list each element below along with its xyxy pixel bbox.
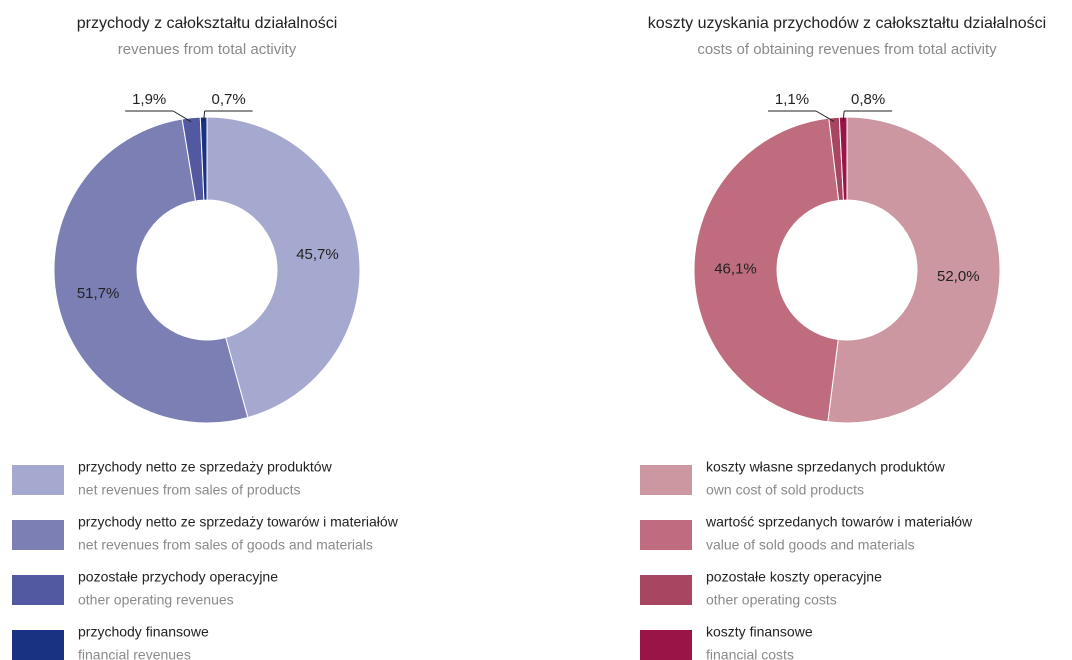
legend-label-en: other operating revenues [78,592,234,608]
leader-line [172,110,192,123]
value-label: 1,9% [132,91,166,108]
legend-label: wartość sprzedanych towarów i materiałów [705,514,973,530]
donut-slice [827,116,1001,424]
donut-slice [199,116,208,201]
legend-label: pozostałe przychody operacyjne [78,569,278,585]
value-label: 0,7% [212,91,246,108]
value-label: 51,7% [77,285,120,302]
legend-swatch [12,465,64,495]
chart-title: koszty uzyskania przychodów z całokształ… [648,15,1046,32]
legend-swatch [640,630,692,660]
legend-label: przychody netto ze sprzedaży towarów i m… [78,514,399,530]
leader-line [842,110,845,122]
legend-swatch [12,520,64,550]
legend-label-en: other operating costs [706,592,837,608]
value-label: 1,1% [775,91,809,108]
legend-label-en: value of sold goods and materials [706,537,915,553]
legend-label-en: net revenues from sales of products [78,482,301,498]
donut-slice [838,116,848,201]
legend-label-en: financial costs [706,647,794,660]
leader-line [815,110,835,122]
legend-label: koszty własne sprzedanych produktów [706,459,946,475]
legend-swatch [640,465,692,495]
legend-label-en: net revenues from sales of goods and mat… [78,537,373,553]
chart-subtitle: costs of obtaining revenues from total a… [697,41,997,58]
legend-swatch [640,520,692,550]
value-label: 46,1% [714,261,757,278]
legend-label-en: own cost of sold products [706,482,864,498]
donut-slice [53,118,249,424]
legend-swatch [12,630,64,660]
legend-label: przychody finansowe [78,624,209,640]
legend-swatch [640,575,692,605]
value-label: 0,8% [851,91,885,108]
value-label: 45,7% [296,246,339,263]
legend-label: przychody netto ze sprzedaży produktów [78,459,333,475]
value-label: 52,0% [937,268,980,285]
legend-label: koszty finansowe [706,624,813,640]
legend-label-en: financial revenues [78,647,191,660]
leader-line [203,110,206,122]
chart-subtitle: revenues from total activity [118,41,297,58]
legend-label: pozostałe koszty operacyjne [706,569,882,585]
legend-swatch [12,575,64,605]
chart-title: przychody z całokształtu działalności [77,15,338,32]
donut-slice [206,116,361,419]
donut-slice [693,117,840,423]
